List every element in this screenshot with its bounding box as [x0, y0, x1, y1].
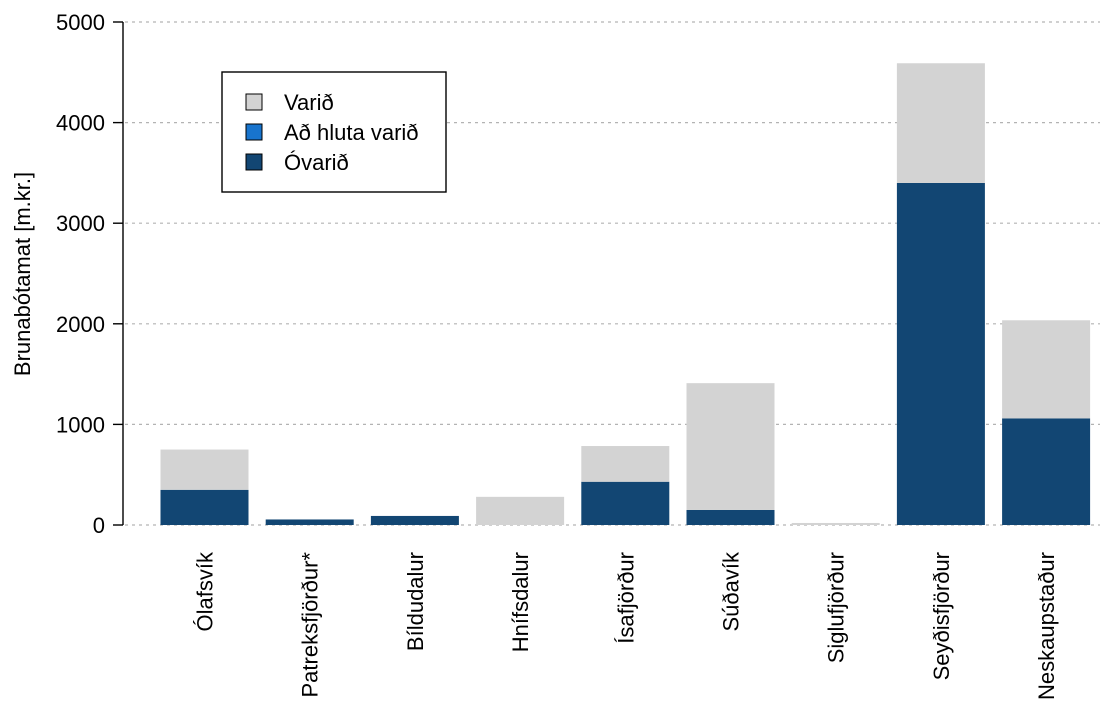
bar-segment	[1002, 320, 1091, 419]
bar-segment	[160, 449, 249, 490]
y-axis: 0 1000 2000 3000 4000 5000	[56, 10, 124, 538]
legend-swatch	[245, 123, 263, 141]
bar-segment	[370, 515, 459, 525]
y-tick-label: 4000	[56, 111, 105, 136]
bar-segment	[1002, 418, 1091, 525]
legend-box	[221, 71, 447, 193]
x-axis-labels: Ólafsvík Patreksfjörður* Bíldudalur Hnífsda…	[193, 551, 1060, 700]
legend-swatch	[245, 153, 263, 171]
bar-segment	[265, 519, 354, 525]
x-tick-label: Hnífsdalur	[508, 552, 533, 652]
x-tick-label: Ólafsvík	[193, 551, 218, 631]
y-tick-label: 5000	[56, 10, 105, 35]
x-tick-label: Patreksfjörður*	[298, 552, 323, 698]
y-tick-label: 1000	[56, 412, 105, 437]
x-tick-label: Ísafjörður	[613, 552, 638, 644]
bar-segment	[686, 383, 775, 510]
x-tick-label: Bíldudalur	[403, 552, 428, 651]
bar-segment	[476, 496, 565, 525]
bar-segment	[581, 446, 670, 482]
bar-segment	[791, 522, 880, 525]
legend-label: Að hluta varið	[284, 120, 419, 145]
x-tick-label: Seyðisfjörður	[929, 552, 954, 680]
bars	[160, 63, 1091, 525]
legend-label: Óvarið	[284, 150, 349, 175]
bar-segment	[686, 509, 775, 525]
legend-swatch	[245, 93, 263, 111]
x-tick-label: Súðavík	[719, 551, 744, 631]
x-tick-label: Siglufjörður	[824, 552, 849, 663]
y-tick-label: 0	[93, 513, 105, 538]
x-tick-label: Neskaupstaður	[1034, 552, 1059, 700]
legend: Varið Að hluta varið Óvarið	[221, 71, 447, 193]
legend-label: Varið	[284, 90, 334, 115]
y-tick-label: 3000	[56, 211, 105, 236]
y-tick-label: 2000	[56, 312, 105, 337]
bar-segment	[581, 481, 670, 525]
bar-segment	[160, 489, 249, 525]
y-axis-title: Brunabótamat [m.kr.]	[10, 172, 35, 376]
bar-segment	[896, 182, 985, 525]
bar-segment	[896, 63, 985, 183]
